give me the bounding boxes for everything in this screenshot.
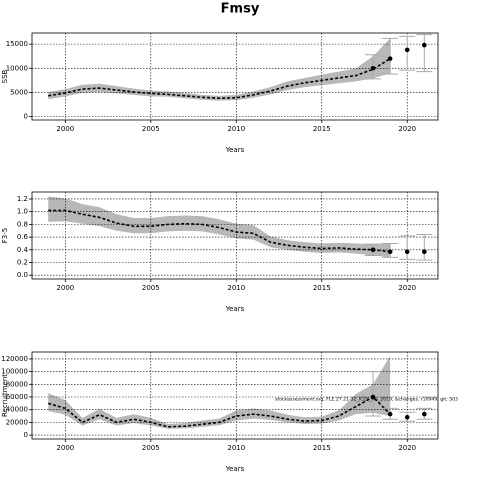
point — [404, 47, 410, 53]
x-tick-label: 2015 — [313, 284, 331, 292]
x-tick-label: 2020 — [398, 125, 416, 133]
confidence-band — [48, 355, 391, 429]
estimate-line — [48, 57, 391, 100]
x-tick-label: 2015 — [313, 125, 331, 133]
x-tick-label: 2000 — [56, 125, 74, 133]
x-tick-label: 2010 — [227, 284, 245, 292]
y-tick-label: 80000 — [6, 380, 28, 388]
point — [370, 394, 376, 400]
annotation: stockassessment.org, FLE.27.21-32_ICES_A… — [275, 397, 458, 403]
y-axis-label: SSB — [1, 69, 9, 83]
y-tick-label: 0.8 — [17, 220, 28, 228]
plot-frame — [31, 351, 439, 440]
point — [387, 249, 393, 254]
x-tick-label: 2010 — [227, 125, 245, 133]
y-tick-label: 15000 — [6, 40, 28, 48]
point — [404, 414, 410, 420]
x-tick-label: 2010 — [227, 444, 245, 452]
confidence-band — [48, 196, 391, 258]
estimate-line — [48, 209, 391, 253]
y-axis-label: F3-5 — [1, 228, 9, 243]
y-tick-label: 100000 — [1, 368, 28, 376]
y-tick-label: 60000 — [6, 393, 28, 401]
plot-frame — [31, 191, 439, 280]
plot-frame — [31, 32, 439, 121]
x-axis-label: Years — [225, 146, 245, 154]
y-tick-label: 0.6 — [17, 233, 29, 241]
y-tick-label: 0 — [24, 113, 28, 121]
point — [370, 65, 376, 71]
y-tick-label: 5000 — [10, 88, 28, 96]
y-tick-label: 0 — [24, 431, 28, 439]
x-tick-label: 2005 — [142, 444, 160, 452]
x-tick-label: 2000 — [56, 284, 74, 292]
y-tick-label: 0.0 — [17, 271, 28, 279]
point — [387, 56, 393, 61]
point — [404, 249, 410, 254]
x-axis-label: Years — [225, 305, 245, 313]
confidence-band — [48, 38, 391, 101]
y-axis-label: Recruitment — [1, 374, 9, 417]
x-tick-label: 2020 — [398, 284, 416, 292]
point — [422, 411, 427, 417]
point — [370, 247, 376, 253]
y-tick-label: 1.0 — [17, 208, 28, 216]
chart-title: Fmsy — [221, 2, 260, 17]
x-tick-label: 2005 — [142, 284, 160, 292]
x-axis-label: Years — [225, 465, 245, 473]
y-tick-label: 0.4 — [17, 246, 29, 254]
point — [422, 249, 427, 254]
y-tick-label: 1.2 — [17, 195, 28, 203]
x-tick-label: 2005 — [142, 125, 160, 133]
x-tick-label: 2015 — [313, 444, 331, 452]
y-tick-label: 20000 — [6, 418, 28, 426]
point — [387, 411, 393, 417]
estimate-line — [48, 395, 391, 428]
y-tick-label: 0.2 — [17, 258, 28, 266]
y-tick-label: 10000 — [6, 64, 28, 72]
y-tick-label: 120000 — [1, 355, 28, 363]
x-tick-label: 2000 — [56, 444, 74, 452]
y-tick-label: 40000 — [6, 406, 28, 414]
point — [422, 42, 427, 48]
x-tick-label: 2020 — [398, 444, 416, 452]
